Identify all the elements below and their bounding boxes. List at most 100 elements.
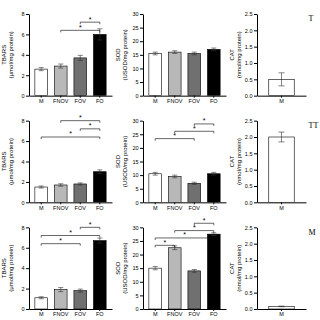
- x-tick: FNOV: [53, 309, 69, 317]
- y-tick-mark: [254, 293, 257, 294]
- x-tick-label: FNOV: [53, 311, 69, 317]
- x-axis: MFNOVFOVFO: [144, 96, 227, 104]
- y-tick: 0.0: [245, 93, 257, 99]
- y-tick: 30: [132, 118, 143, 124]
- y-tick: 5: [135, 293, 143, 299]
- y-tick-mark: [140, 282, 143, 283]
- y-tick-label: 8: [21, 11, 24, 17]
- y-tick-mark: [254, 276, 257, 277]
- panel: 0.00.51.01.52.02.5MCAT(nmol/mg protein)T…: [229, 118, 318, 211]
- panel-label: M: [309, 228, 316, 237]
- y-tick-label: 5: [135, 79, 138, 85]
- y-tick-label: 10: [132, 279, 138, 285]
- y-tick-label: 1.5: [245, 257, 253, 263]
- y-tick-label: 15: [132, 159, 138, 165]
- x-tick-label: M: [153, 311, 158, 317]
- significance-label: *: [203, 217, 206, 224]
- y-tick-mark: [26, 34, 29, 35]
- significance-label: *: [79, 24, 82, 31]
- y-tick-label: 4: [21, 159, 24, 165]
- bar: [188, 183, 201, 202]
- y-axis-title: SOD(USOD/mg protein): [115, 242, 128, 293]
- y-tick-mark: [140, 202, 143, 203]
- bar: [188, 53, 201, 95]
- error-bar: [97, 170, 102, 174]
- bar: [149, 268, 162, 309]
- y-tick-mark: [254, 79, 257, 80]
- y-axis-line: [143, 15, 144, 97]
- y-tick-label: 1.5: [245, 151, 253, 157]
- y-axis: 051015202530: [132, 118, 143, 206]
- y-tick: 8: [21, 118, 29, 124]
- y-tick-label: 0: [21, 93, 24, 99]
- y-axis: 051015202530: [132, 225, 143, 313]
- bar: [35, 69, 48, 96]
- y-tick-label: 2.5: [245, 225, 253, 231]
- significance-label: *: [203, 117, 206, 124]
- x-axis: MFNOVFOVFO: [144, 309, 227, 317]
- y-tick: 0: [135, 306, 143, 312]
- x-axis-line: [30, 309, 113, 310]
- y-tick: 4: [21, 265, 29, 271]
- y-axis-title-line: SOD: [115, 154, 121, 168]
- y-axis-line: [29, 121, 30, 203]
- y-axis-title: TBARS(μmol/mg protein): [1, 31, 14, 78]
- y-tick-label: 15: [132, 265, 138, 271]
- y-axis-title-line: SOD: [115, 261, 121, 275]
- significance-label: *: [183, 231, 186, 238]
- y-tick: 1.5: [245, 151, 257, 157]
- y-axis: 0.00.51.01.52.02.5: [245, 225, 258, 313]
- y-tick: 2: [21, 286, 29, 292]
- x-tick: M: [153, 96, 158, 104]
- y-tick-mark: [140, 309, 143, 310]
- y-tick-label: 4: [21, 52, 24, 58]
- x-tick-label: M: [39, 205, 44, 211]
- y-tick-label: 2.0: [245, 241, 253, 247]
- x-tick-label: FOV: [189, 98, 201, 104]
- y-tick-label: 0: [135, 93, 138, 99]
- y-tick: 2.0: [245, 28, 257, 34]
- y-axis-title-line: (USOD/mg protein): [122, 136, 128, 187]
- x-tick-label: FO: [96, 98, 104, 104]
- x-tick: M: [279, 202, 284, 210]
- x-tick-label: M: [39, 311, 44, 317]
- y-tick-label: 10: [132, 172, 138, 178]
- x-tick: FOV: [75, 309, 87, 317]
- y-tick-mark: [254, 63, 257, 64]
- y-tick-label: 0: [21, 306, 24, 312]
- x-tick-label: FNOV: [53, 98, 69, 104]
- panel: 02468MFNOVFOVFOTBARS(μmol/mg protein)**: [1, 11, 113, 104]
- x-tick: FOV: [189, 202, 201, 210]
- y-tick-mark: [140, 241, 143, 242]
- y-tick-mark: [140, 268, 143, 269]
- y-tick-mark: [254, 153, 257, 154]
- y-tick-mark: [254, 227, 257, 228]
- y-tick-label: 0.0: [245, 93, 253, 99]
- y-tick-mark: [26, 14, 29, 15]
- x-tick-label: FNOV: [53, 205, 69, 211]
- y-axis-title-line: (USOD/mg protein): [122, 242, 128, 293]
- y-tick-label: 8: [21, 118, 24, 124]
- x-tick: FO: [210, 309, 218, 317]
- x-tick: M: [153, 202, 158, 210]
- x-tick-label: FOV: [189, 205, 201, 211]
- bar: [269, 306, 294, 309]
- y-tick-label: 0.5: [245, 77, 253, 83]
- error-bar: [78, 183, 83, 185]
- x-tick: M: [279, 309, 284, 317]
- plot-area: [35, 238, 106, 309]
- x-tick-label: M: [153, 205, 158, 211]
- plot-area: [149, 233, 220, 309]
- x-tick: FNOV: [53, 202, 69, 210]
- y-axis-title-line: CAT: [229, 155, 235, 167]
- x-tick: FO: [96, 202, 104, 210]
- error-bar: [172, 175, 177, 178]
- y-tick: 1.0: [245, 274, 257, 280]
- y-axis-title-line: (USOD/mg protein): [122, 29, 128, 80]
- y-tick-label: 10: [132, 66, 138, 72]
- y-axis: 0.00.51.01.52.02.5: [245, 118, 258, 206]
- y-tick: 8: [21, 225, 29, 231]
- y-tick-label: 6: [21, 138, 24, 144]
- y-tick: 0: [21, 200, 29, 206]
- error-bar: [58, 64, 63, 68]
